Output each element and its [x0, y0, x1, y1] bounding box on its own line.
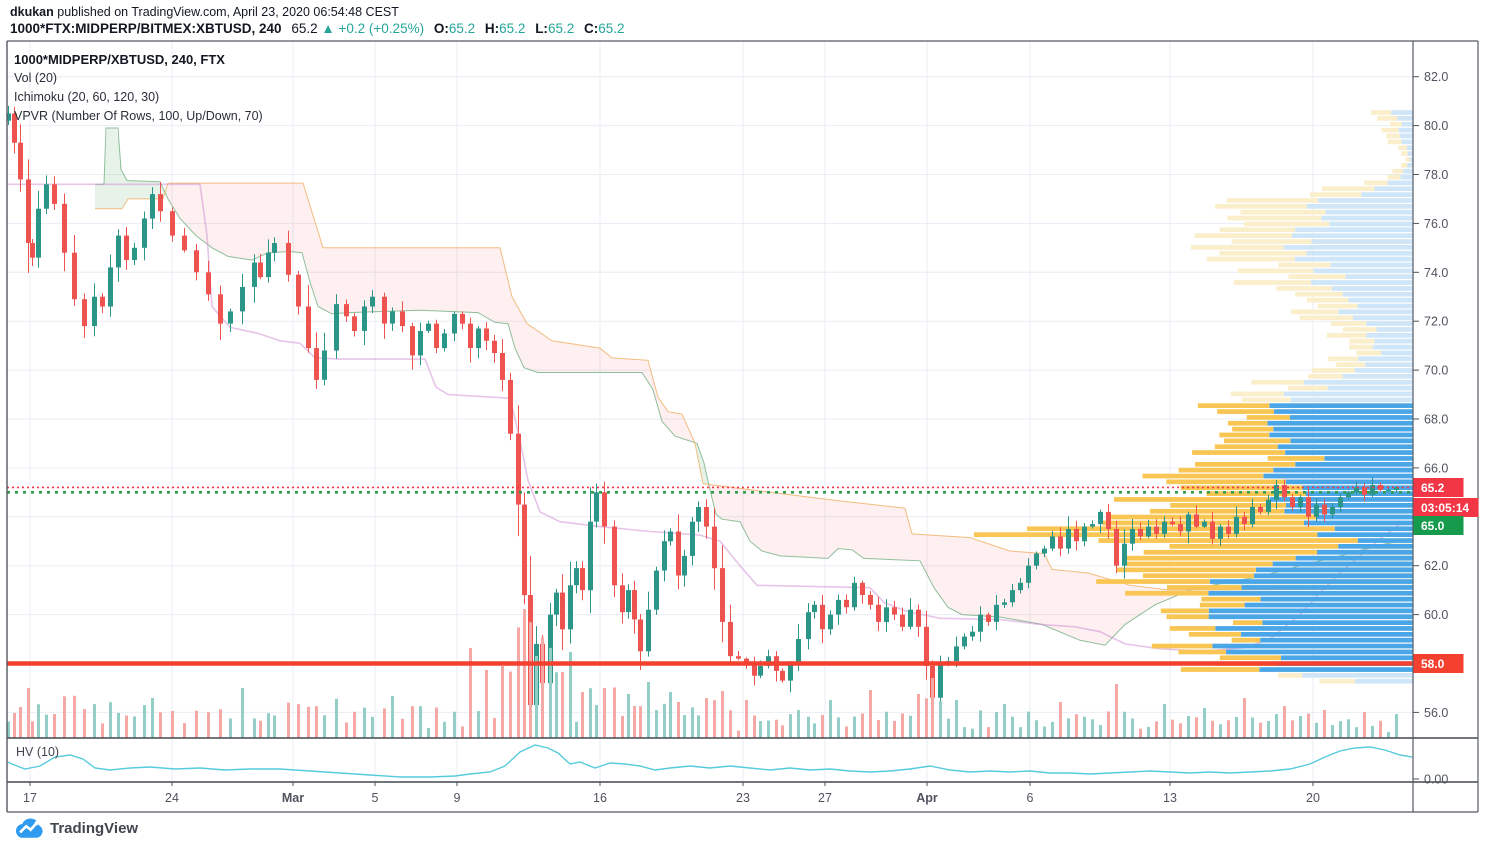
legend-vpvr-indicator[interactable]: VPVR (Number Of Rows, 100, Up/Down, 70) — [14, 109, 263, 123]
svg-text:16: 16 — [593, 791, 607, 805]
legend-volume-indicator[interactable]: Vol (20) — [14, 71, 58, 85]
svg-text:72.0: 72.0 — [1424, 315, 1448, 329]
author-name: dkukan — [10, 5, 54, 19]
svg-text:58.0: 58.0 — [1421, 657, 1445, 671]
tradingview-logo[interactable]: TradingView — [13, 817, 138, 839]
chart-legend: 1000*MIDPERP/XBTUSD, 240, FTX Vol (20) I… — [14, 50, 263, 126]
svg-text:56.0: 56.0 — [1424, 706, 1448, 720]
svg-text:5: 5 — [372, 791, 379, 805]
legend-symbol[interactable]: 1000*MIDPERP/XBTUSD, 240, FTX — [14, 52, 225, 67]
svg-text:13: 13 — [1163, 791, 1177, 805]
svg-text:Apr: Apr — [916, 791, 938, 805]
svg-text:82.0: 82.0 — [1424, 70, 1448, 84]
svg-text:17: 17 — [23, 791, 37, 805]
svg-text:9: 9 — [454, 791, 461, 805]
low-value: 65.2 — [547, 21, 575, 36]
svg-text:23: 23 — [736, 791, 750, 805]
symbol-title: 1000*FTX:MIDPERP/BITMEX:XBTUSD, 240 — [10, 21, 282, 36]
last-price: 65.2 — [291, 21, 318, 36]
svg-text:03:05:14: 03:05:14 — [1421, 501, 1469, 515]
svg-text:74.0: 74.0 — [1424, 266, 1448, 280]
svg-text:80.0: 80.0 — [1424, 119, 1448, 133]
svg-text:24: 24 — [165, 791, 179, 805]
svg-text:6: 6 — [1027, 791, 1034, 805]
publish-text: published on TradingView.com, April 23, … — [53, 5, 399, 19]
svg-text:Mar: Mar — [282, 791, 304, 805]
svg-text:66.0: 66.0 — [1424, 461, 1448, 475]
open-label: O: — [433, 21, 449, 36]
publish-info: dkukan published on TradingView.com, Apr… — [10, 5, 399, 19]
svg-text:76.0: 76.0 — [1424, 217, 1448, 231]
open-value: 65.2 — [448, 21, 476, 36]
close-value: 65.2 — [598, 21, 625, 36]
legend-ichimoku-indicator[interactable]: Ichimoku (20, 60, 120, 30) — [14, 90, 160, 104]
svg-text:0.00: 0.00 — [1424, 773, 1448, 787]
close-label: C: — [583, 21, 599, 36]
change-arrow-icon: ▲ — [321, 21, 335, 36]
svg-text:60.0: 60.0 — [1424, 608, 1448, 622]
high-label: H: — [484, 21, 500, 36]
svg-text:65.0: 65.0 — [1421, 519, 1445, 533]
svg-text:27: 27 — [818, 791, 832, 805]
svg-text:68.0: 68.0 — [1424, 412, 1448, 426]
tradingview-cloud-icon — [15, 818, 43, 838]
svg-text:62.0: 62.0 — [1424, 559, 1448, 573]
svg-text:70.0: 70.0 — [1424, 364, 1448, 378]
legend-hv-indicator[interactable]: HV (10) — [16, 745, 60, 759]
tradingview-logo-text: TradingView — [50, 819, 139, 837]
low-label: L: — [535, 21, 548, 36]
high-value: 65.2 — [499, 21, 526, 36]
svg-text:65.2: 65.2 — [1421, 481, 1445, 495]
svg-text:20: 20 — [1306, 791, 1320, 805]
price-change: +0.2 (+0.25%) — [338, 21, 425, 36]
svg-text:78.0: 78.0 — [1424, 168, 1448, 182]
symbol-ohlc-row: 1000*FTX:MIDPERP/BITMEX:XBTUSD, 240 65.2… — [10, 21, 625, 36]
